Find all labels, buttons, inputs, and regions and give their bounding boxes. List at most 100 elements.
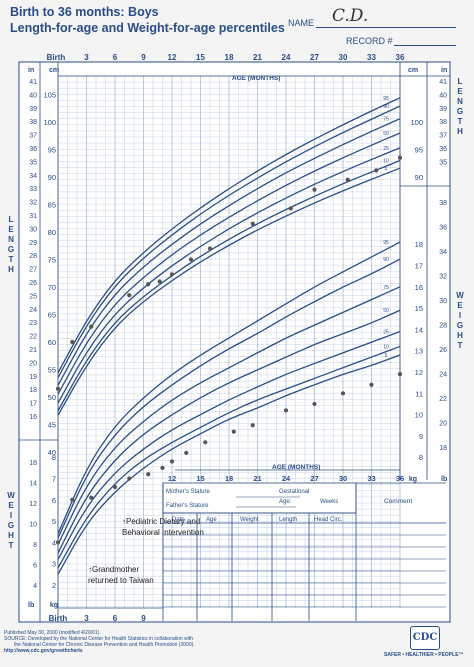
col-head-circ: Head Circ. <box>314 517 343 523</box>
x-axis-label-top: AGE (MONTHS) <box>232 75 280 82</box>
weight-kg-tick-left: 2 <box>52 581 56 590</box>
length-side-label-right: L <box>458 77 463 86</box>
weight-kg-tick-right: 17 <box>415 262 423 271</box>
weight-lb-tick-right: 28 <box>439 323 447 330</box>
length-percentile-label: 95 <box>383 96 389 102</box>
length-in-tick: 35 <box>29 159 37 166</box>
length-side-label-left: H <box>8 265 14 274</box>
x-tick-top: 21 <box>253 53 262 62</box>
length-in-tick: 16 <box>29 414 37 421</box>
length-in-tick-right: 38 <box>439 119 447 126</box>
length-in-tick: 34 <box>29 173 37 180</box>
x-tick-mid: 30 <box>339 474 347 483</box>
weight-lb-tick-right: 30 <box>439 298 447 305</box>
weight-point <box>184 450 189 456</box>
length-cm-tick: 60 <box>48 338 56 347</box>
weight-kg-tick-left: 7 <box>52 475 56 484</box>
length-in-tick: 28 <box>29 253 37 260</box>
col-length: Length <box>279 517 297 523</box>
length-side-label-left: E <box>8 225 14 234</box>
x-tick-top: 3 <box>84 53 89 62</box>
length-unit-cm-right: cm <box>408 67 418 74</box>
length-percentile-curve-5 <box>57 167 401 416</box>
weight-kg-tick-right: 14 <box>415 325 423 334</box>
weight-point <box>169 459 175 464</box>
weight-percentile-label: 95 <box>383 240 389 246</box>
weight-kg-tick-right: 10 <box>415 411 423 420</box>
weight-point <box>312 401 317 407</box>
weight-side-label-right: E <box>457 301 463 310</box>
x-axis-label-mid: AGE (MONTHS) <box>272 464 320 471</box>
cdc-tagline: SAFER • HEALTHIER • PEOPLE™ <box>384 652 464 658</box>
length-in-tick: 18 <box>29 387 37 394</box>
x-tick-bottom: 9 <box>141 614 146 623</box>
weight-kg-tick-right: 12 <box>415 368 423 377</box>
weight-lb-tick-left: 16 <box>29 460 37 467</box>
weight-side-label-right: I <box>459 311 461 320</box>
length-percentile-label: 25 <box>383 146 389 152</box>
length-in-tick: 22 <box>29 334 37 341</box>
weight-percentile-curve-75 <box>57 286 401 545</box>
x-tick-top: 9 <box>141 53 146 62</box>
cdc-logo: CDC <box>410 626 440 650</box>
weight-side-label-left: W <box>7 491 15 500</box>
weight-kg-tick-left: 5 <box>52 517 56 526</box>
weight-lb-tick-right: 32 <box>439 274 447 281</box>
weight-point <box>160 465 165 470</box>
weeks-label: Weeks <box>320 499 338 505</box>
x-tick-top: 36 <box>396 53 405 62</box>
col-weight: Weight <box>240 517 259 523</box>
length-side-label-right: E <box>457 87 463 96</box>
length-cm-tick: 100 <box>43 118 56 127</box>
weight-lb-tick-right: 18 <box>439 445 447 452</box>
weight-lb-tick-right: 36 <box>439 225 447 232</box>
length-cm-tick: 50 <box>48 393 56 402</box>
length-side-label-left: N <box>8 235 14 244</box>
x-tick-top: Birth <box>47 53 66 62</box>
percentile-curves <box>57 97 401 575</box>
x-tick-top: 18 <box>225 53 234 62</box>
length-point <box>345 177 350 182</box>
weight-point <box>397 372 403 377</box>
length-cm-tick: 75 <box>48 256 56 265</box>
weight-percentile-curve-25 <box>57 330 401 560</box>
x-tick-top: 15 <box>196 53 205 62</box>
length-in-tick: 24 <box>29 307 37 314</box>
length-cm-tick: 90 <box>48 173 56 182</box>
length-point <box>207 246 213 251</box>
length-cm-tick: 45 <box>48 421 56 430</box>
weight-side-label-left: G <box>8 521 14 530</box>
length-cm-tick: 105 <box>43 91 56 100</box>
footer-url: http://www.cdc.gov/growthcharts <box>4 648 83 654</box>
footer-source: SOURCE: Developed by the National Center… <box>4 636 193 642</box>
weight-point <box>55 540 61 545</box>
length-cm-tick: 70 <box>48 283 56 292</box>
length-in-tick: 29 <box>29 240 37 247</box>
length-cm-tick: 95 <box>48 146 56 155</box>
annotation-text: returned to Taiwan <box>88 576 154 585</box>
length-in-tick: 31 <box>29 213 37 220</box>
length-point <box>397 155 403 160</box>
name-value: C.D. <box>332 6 369 26</box>
weight-side-label-right: T <box>458 341 463 350</box>
weight-point <box>127 476 132 481</box>
length-percentile-curve-75 <box>57 118 401 386</box>
weight-side-label-left: E <box>8 501 14 510</box>
weight-lb-tick-left: 4 <box>33 583 37 590</box>
length-in-tick: 32 <box>29 200 37 207</box>
x-tick-mid: 21 <box>253 474 261 483</box>
length-in-tick-right: 37 <box>439 133 447 140</box>
length-point <box>55 386 61 391</box>
weight-percentile-label: 25 <box>383 330 389 336</box>
col-age: Age <box>206 517 217 523</box>
weight-lb-tick-right: 24 <box>439 372 447 379</box>
length-in-tick-right: 39 <box>439 106 447 113</box>
x-tick-top: 12 <box>168 53 177 62</box>
length-percentile-curve-90 <box>57 105 401 379</box>
length-point <box>127 293 132 298</box>
weight-side-label-right: H <box>457 331 463 340</box>
weight-unit-kg-left: kg <box>50 602 58 609</box>
weight-kg-tick-left: 3 <box>52 560 56 569</box>
length-in-tick: 26 <box>29 280 37 287</box>
